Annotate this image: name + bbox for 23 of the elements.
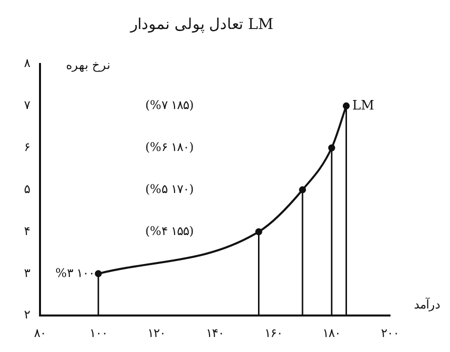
x-tick-label: ۱۸۰ [322,326,341,340]
x-tick-label: ۲۰۰ [381,326,399,340]
x-tick-label: ۱۶۰ [264,326,282,340]
annotation: %۳ ۱۰۰ [55,266,95,280]
annotation: (%۷ ۱۸۵) [145,98,194,112]
y-axis-title: نرخ بهره [66,58,110,72]
annotation: (%۵ ۱۷۰) [145,182,194,196]
y-tick-label: ۳ [24,266,31,280]
annotation: (%۶ ۱۸۰) [145,140,194,154]
y-tick-label: ۷ [24,98,31,112]
x-tick-label: ۱۰۰ [89,326,108,340]
x-tick-label: ۱۴۰ [206,326,224,340]
x-tick-label: ۱۲۰ [148,326,166,340]
x-axis-title: درآمد [414,296,440,312]
annotation: (%۴ ۱۵۵) [145,224,194,238]
chart-title: تعادل پولی نمودار LM [130,14,274,33]
series-label: LM [352,98,374,114]
y-tick-label: ۶ [24,140,30,154]
y-tick-label: ۲ [24,308,30,322]
y-tick-label: ۵ [24,182,30,196]
y-tick-label: ۴ [24,224,30,238]
x-tick-label: ۸۰ [34,326,46,340]
y-tick-label: ۸ [24,56,31,70]
